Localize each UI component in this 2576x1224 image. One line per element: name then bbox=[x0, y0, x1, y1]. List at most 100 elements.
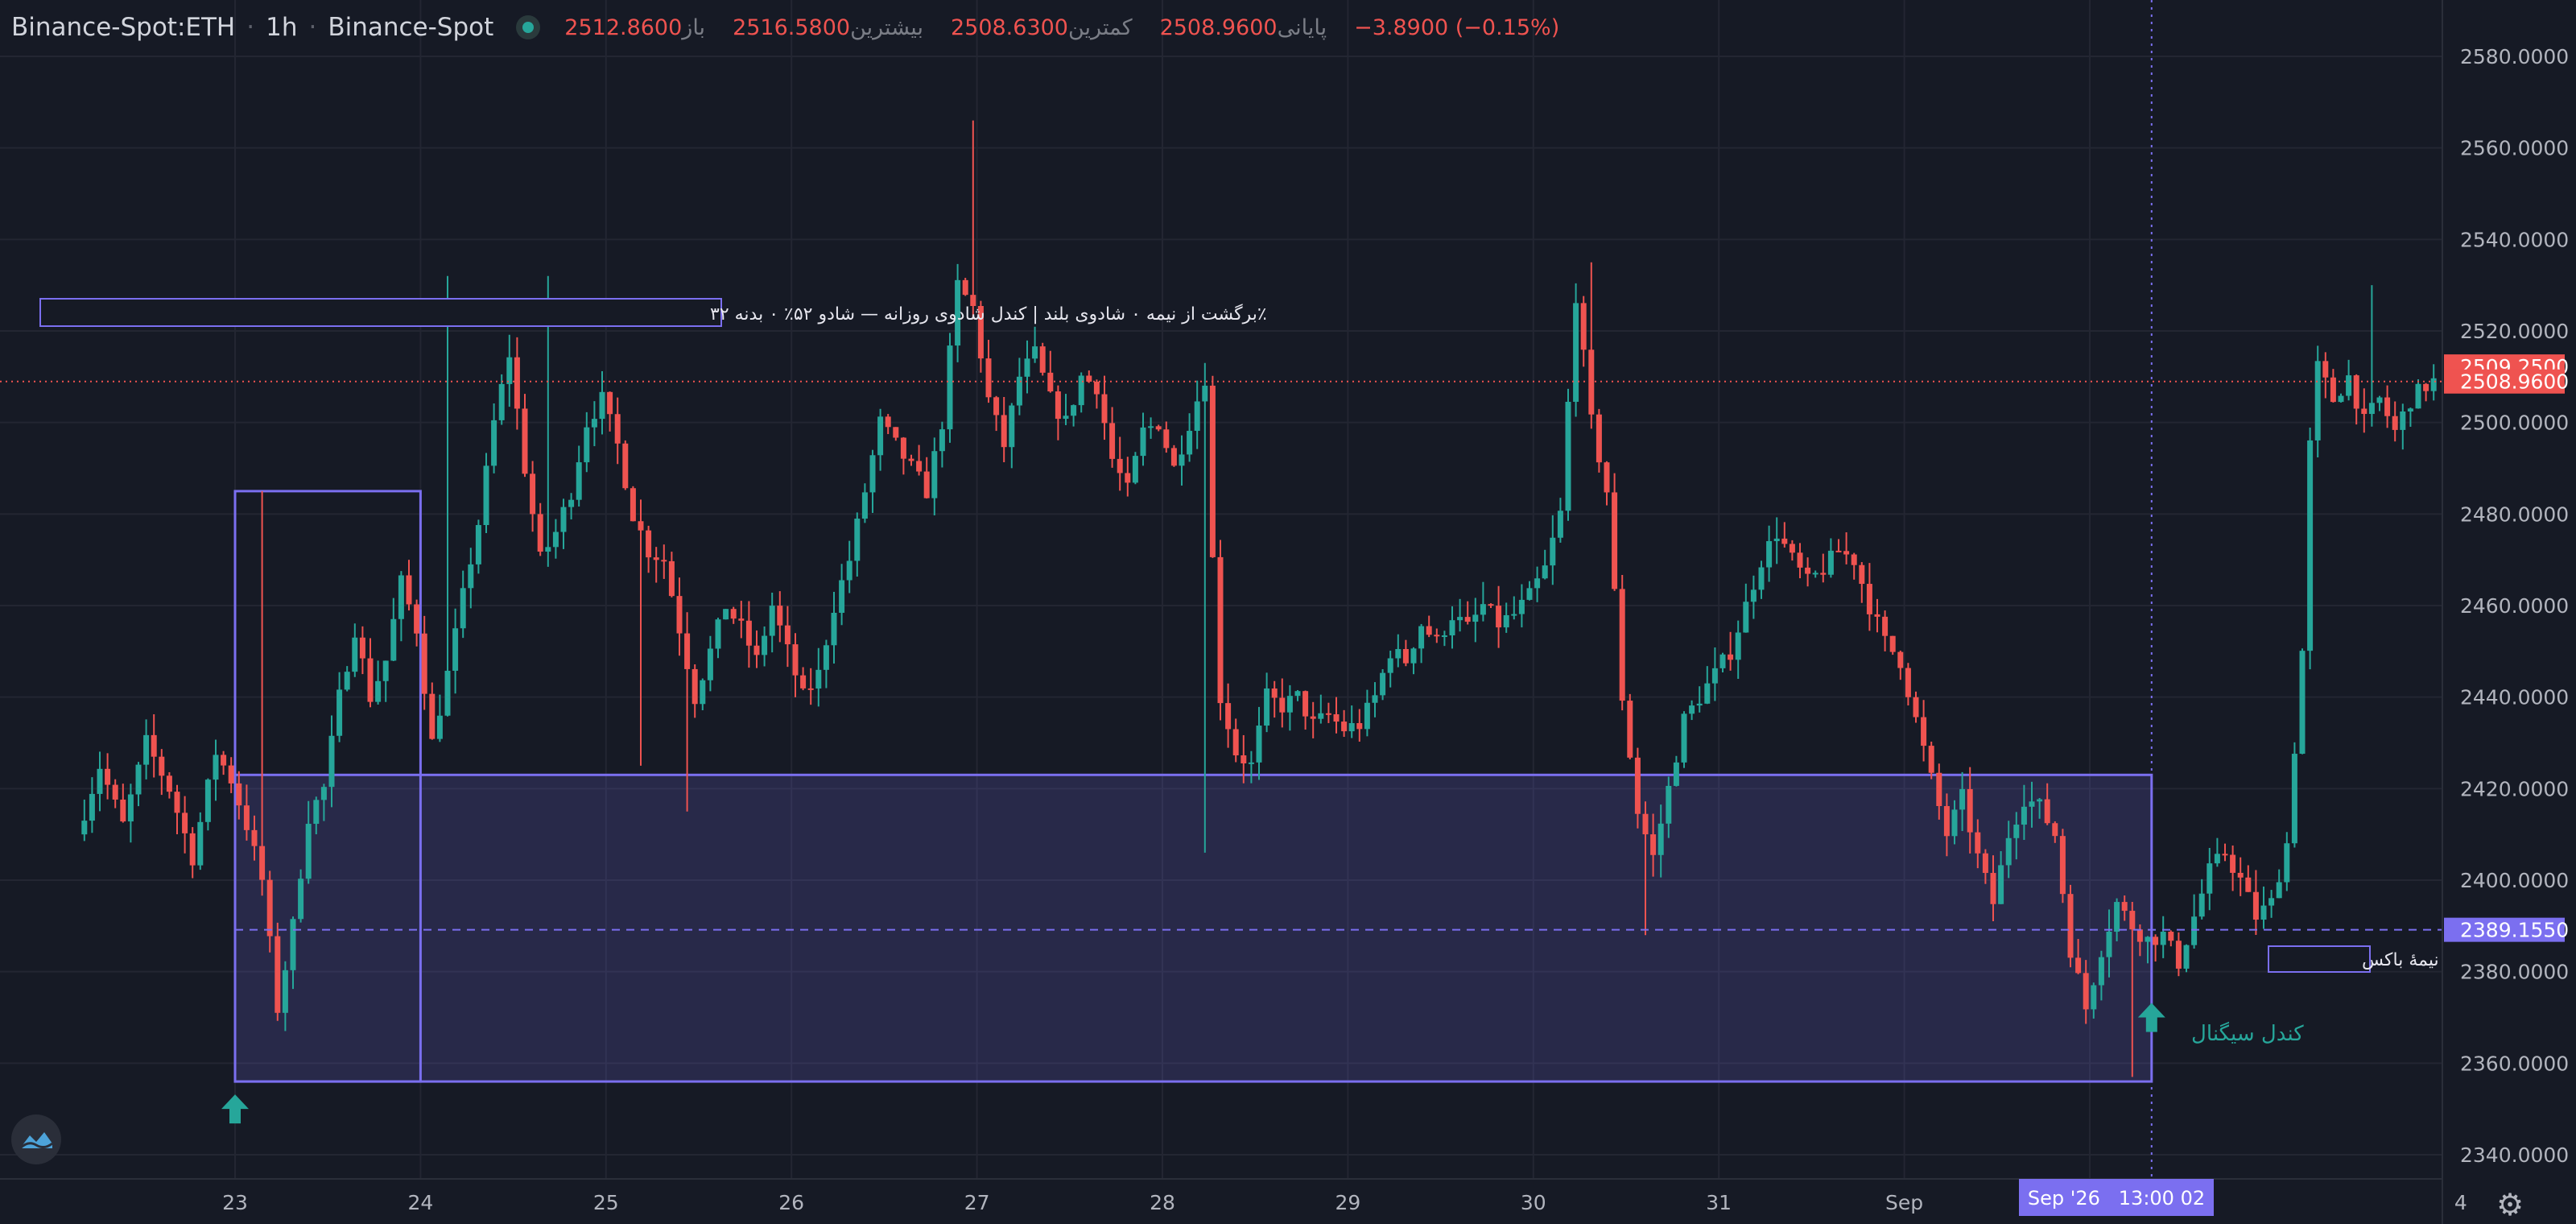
gear-icon[interactable]: ⚙ bbox=[2496, 1187, 2524, 1222]
candle-body bbox=[2183, 945, 2190, 969]
candle-body bbox=[893, 427, 899, 438]
candle-body bbox=[1016, 376, 1022, 406]
candle-body bbox=[1472, 614, 1479, 622]
candle-body bbox=[2052, 823, 2058, 837]
candle-body bbox=[2214, 854, 2220, 864]
candle-body bbox=[1758, 567, 1765, 590]
x-tick-label: 28 bbox=[1150, 1191, 1175, 1214]
candle-body bbox=[1588, 349, 1595, 415]
candle-body bbox=[1897, 651, 1904, 668]
candle-body bbox=[1719, 654, 1726, 668]
tradingview-logo-icon[interactable] bbox=[11, 1114, 61, 1164]
candle-body bbox=[1449, 620, 1455, 636]
candle-body bbox=[298, 879, 304, 920]
candle-body bbox=[375, 680, 382, 702]
candle-body bbox=[985, 358, 992, 398]
candle-body bbox=[2307, 440, 2314, 651]
candle-body bbox=[1232, 729, 1239, 756]
x-tick-label: 30 bbox=[1521, 1191, 1546, 1214]
candle-body bbox=[792, 644, 799, 676]
candle-body bbox=[1565, 401, 1571, 511]
candle-body bbox=[2083, 973, 2089, 1010]
interval-label[interactable]: 1h bbox=[266, 13, 298, 42]
ohlc-high: بیشترین2516.5800 bbox=[733, 14, 923, 40]
x-tick-label: 27 bbox=[964, 1191, 990, 1214]
candle-body bbox=[2106, 931, 2112, 957]
candle-body bbox=[328, 735, 335, 788]
candle-body bbox=[398, 575, 404, 619]
candle-body bbox=[197, 821, 204, 866]
candle-body bbox=[1302, 691, 1309, 717]
candle-body bbox=[414, 604, 420, 634]
candle-body bbox=[784, 625, 791, 645]
candle-body bbox=[1874, 614, 1880, 617]
candle-body bbox=[2330, 377, 2336, 403]
candle-body bbox=[2207, 863, 2213, 894]
candle-body bbox=[908, 458, 914, 461]
candle-body bbox=[1711, 668, 1718, 684]
candle-body bbox=[1580, 303, 1587, 350]
last-price-badge bbox=[2444, 369, 2565, 394]
candle-body bbox=[2222, 854, 2228, 856]
pattern-label-box[interactable]: ٪برگشت از نیمه ۰ شادوی بلند | کندل شادوی… bbox=[39, 298, 1267, 327]
candle-body bbox=[1789, 544, 1795, 553]
candle-body bbox=[1071, 405, 1077, 416]
candle-body bbox=[1395, 649, 1402, 659]
candle-body bbox=[1333, 713, 1340, 722]
candle-body bbox=[1310, 716, 1316, 719]
candle-body bbox=[120, 799, 126, 822]
y-tick-label: 2440.0000 bbox=[2460, 686, 2569, 709]
box-mid-label-box[interactable]: نیمهٔ باکس bbox=[2268, 945, 2439, 973]
candle-body bbox=[1140, 427, 1146, 457]
candle-body bbox=[2037, 799, 2043, 802]
candle-body bbox=[545, 547, 551, 552]
candle-body bbox=[691, 668, 698, 705]
candle-body bbox=[646, 530, 652, 558]
candle-body bbox=[661, 560, 667, 562]
candle-body bbox=[1511, 614, 1517, 616]
candle-body bbox=[1001, 415, 1007, 448]
candle-body bbox=[1619, 589, 1625, 701]
candle-body bbox=[846, 560, 852, 581]
candle-body bbox=[1279, 697, 1286, 713]
candle-body bbox=[1217, 556, 1224, 704]
signal-arrows bbox=[221, 1003, 2165, 1124]
box-mid-label: نیمهٔ باکس bbox=[2362, 950, 2439, 970]
candle-body bbox=[1163, 429, 1170, 449]
symbol-name[interactable]: Binance-Spot:ETH bbox=[11, 13, 236, 42]
candle-body bbox=[2353, 375, 2359, 409]
candle-body bbox=[977, 306, 984, 359]
market-status-icon[interactable] bbox=[516, 15, 541, 39]
candle-body bbox=[2044, 799, 2050, 824]
candle-body bbox=[1148, 426, 1154, 428]
candle-body bbox=[993, 397, 1000, 416]
candle-body bbox=[2245, 877, 2252, 892]
candle-body bbox=[745, 620, 752, 646]
candle-body bbox=[1179, 454, 1185, 466]
candle-body bbox=[2091, 985, 2097, 1010]
ohlc-low: کمترین2508.6300 bbox=[950, 14, 1133, 40]
candle-body bbox=[1109, 423, 1116, 459]
candle-body bbox=[221, 755, 227, 766]
candle-body bbox=[576, 462, 582, 500]
drawn-boxes[interactable] bbox=[233, 490, 2153, 1083]
candle-body bbox=[2322, 361, 2329, 378]
candle-body bbox=[1805, 567, 1811, 574]
candle-body bbox=[498, 383, 505, 420]
ohlc-change: −3.8900 (−0.15%) bbox=[1354, 14, 1560, 40]
candle-body bbox=[1264, 688, 1270, 726]
candle-body bbox=[81, 821, 88, 835]
candle-body bbox=[1689, 705, 1695, 714]
candle-body bbox=[1596, 414, 1602, 463]
candle-body bbox=[1673, 762, 1679, 786]
candle-body bbox=[1534, 578, 1541, 589]
candle-body bbox=[630, 488, 636, 522]
candle-body bbox=[1612, 492, 1618, 589]
candle-body bbox=[1820, 573, 1827, 575]
candle-body bbox=[2230, 854, 2236, 873]
candle-body bbox=[174, 792, 180, 813]
candle-body bbox=[352, 637, 358, 672]
candle-body bbox=[1117, 458, 1123, 473]
